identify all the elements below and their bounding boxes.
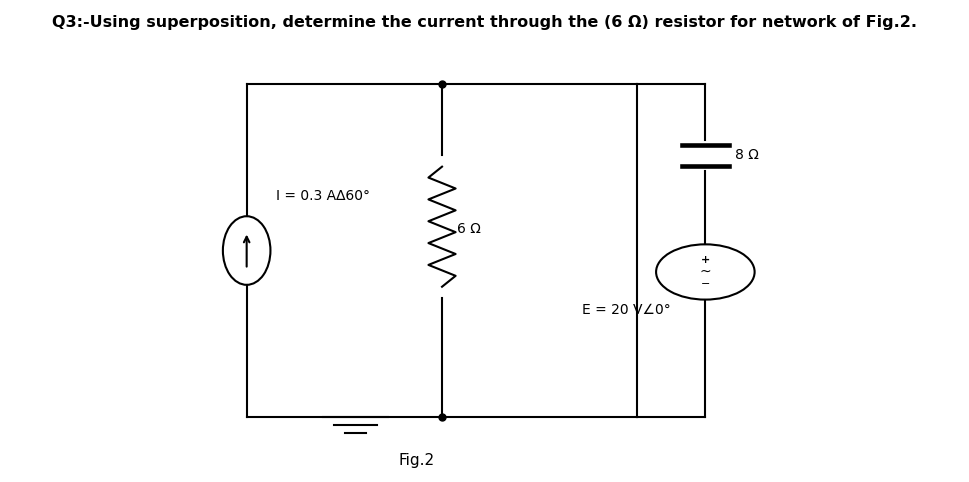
Text: E = 20 V∠0°: E = 20 V∠0°	[582, 303, 671, 317]
Text: I = 0.3 A∆60°: I = 0.3 A∆60°	[276, 189, 370, 203]
Text: ~: ~	[700, 265, 711, 279]
Text: Fig.2: Fig.2	[398, 453, 435, 468]
Text: +: +	[701, 254, 710, 265]
Text: −: −	[701, 280, 710, 289]
Text: Q3:-Using superposition, determine the current through the (6 Ω) resistor for ne: Q3:-Using superposition, determine the c…	[52, 14, 917, 30]
Text: 8 Ω: 8 Ω	[735, 148, 759, 162]
Text: 6 Ω: 6 Ω	[457, 222, 482, 236]
